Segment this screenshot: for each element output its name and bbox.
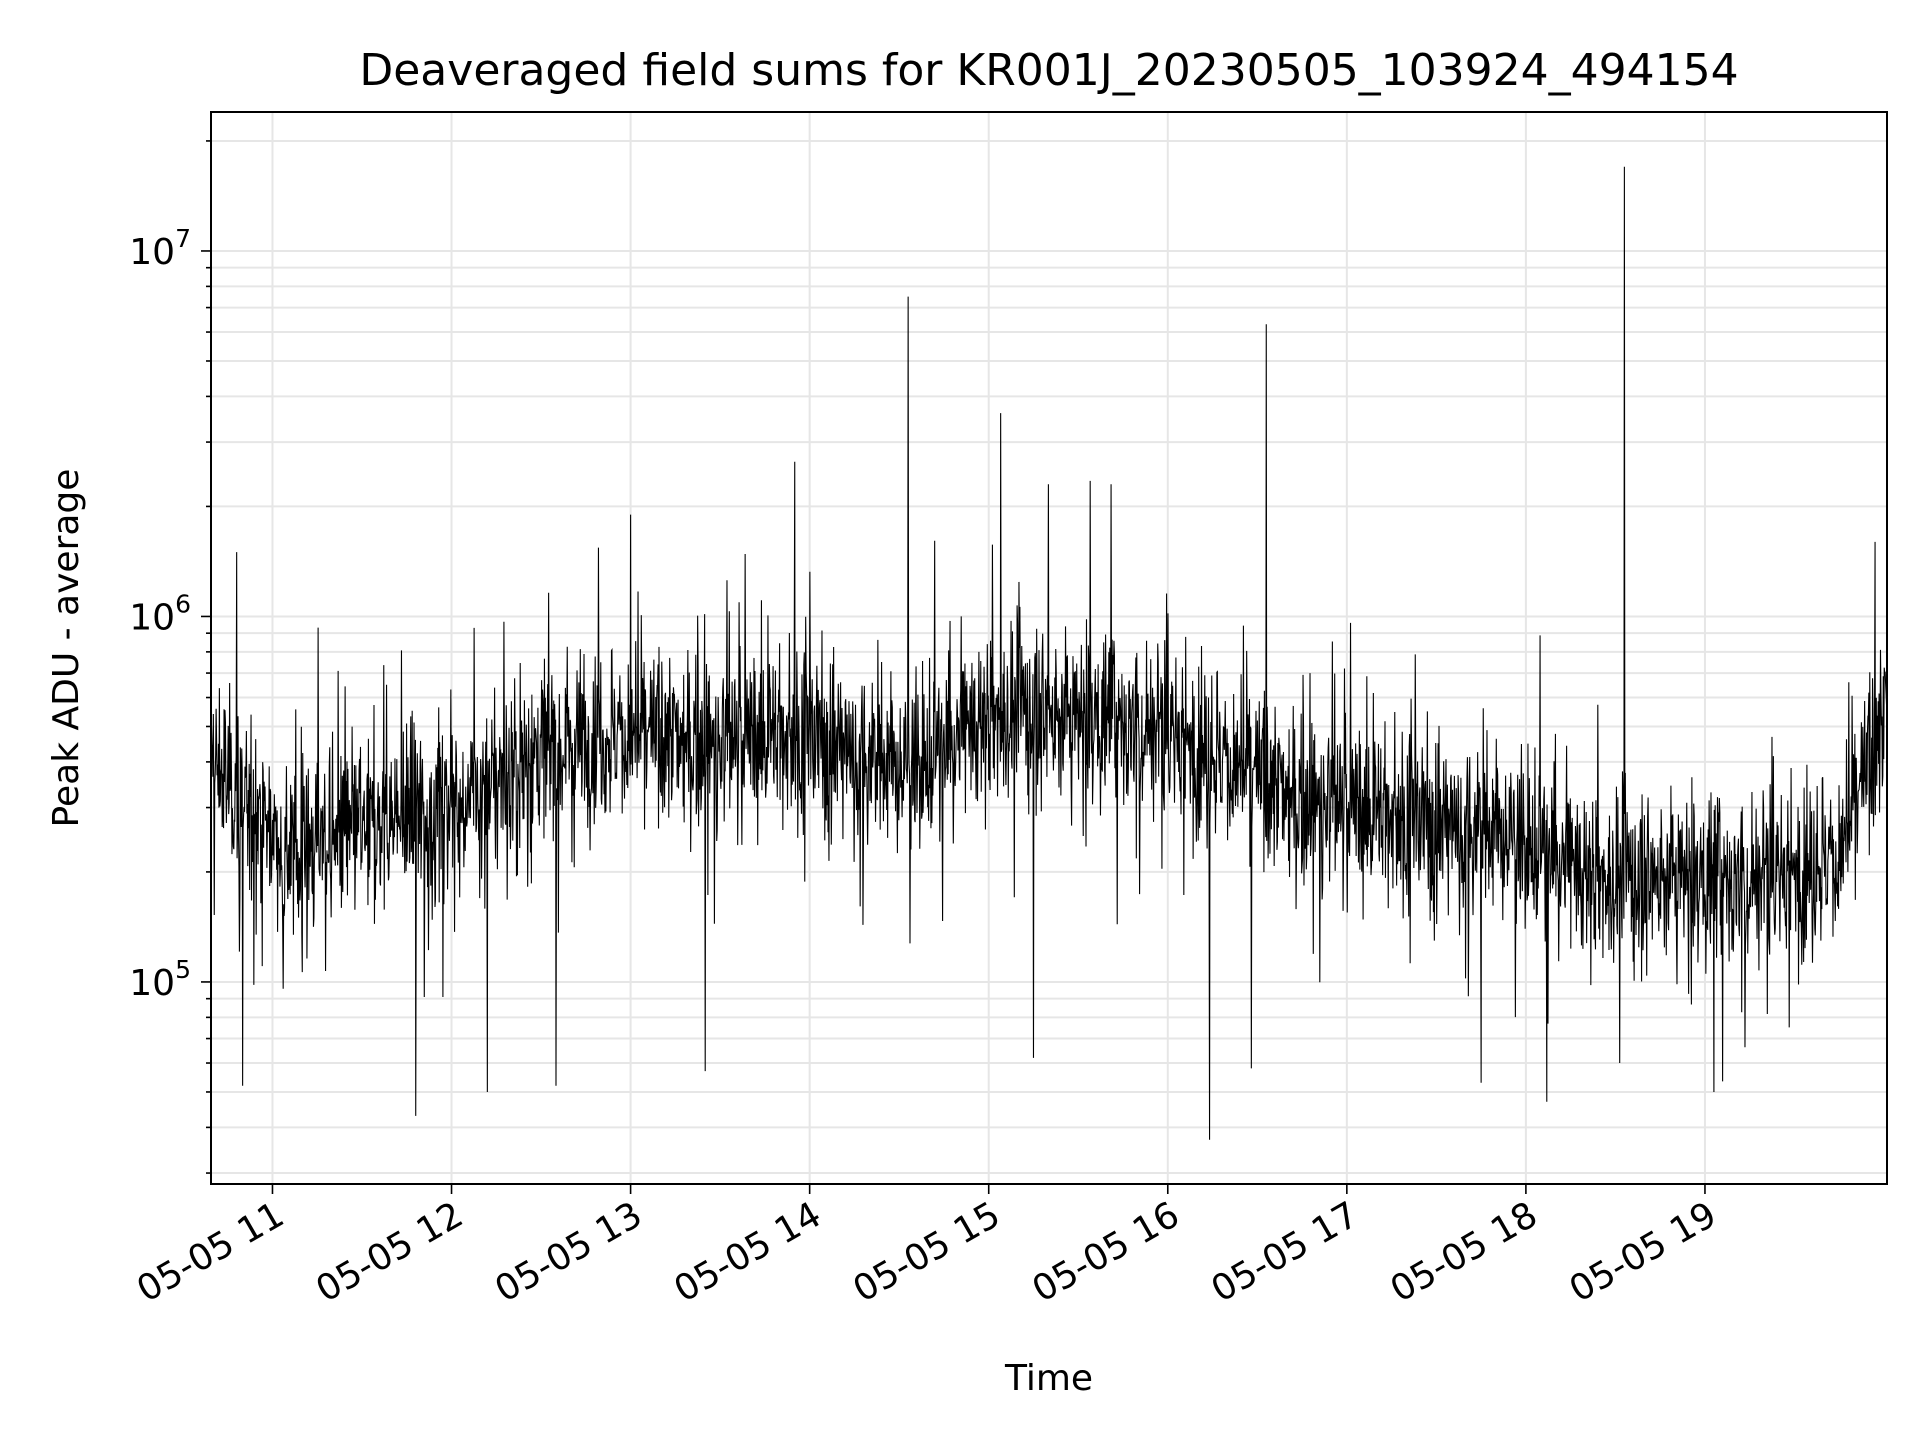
x-tick-label: 05-05 16 bbox=[1026, 1194, 1187, 1310]
x-tick-label: 05-05 18 bbox=[1384, 1194, 1545, 1310]
x-axis-label: Time bbox=[1004, 1358, 1093, 1399]
y-tick-label: 106 bbox=[129, 589, 191, 638]
y-axis-label: Peak ADU - average bbox=[46, 469, 87, 828]
x-ticks-layer: 05-05 11 05-05 12 05-05 13 05-05 14 05-05 15… bbox=[130, 1184, 1723, 1311]
x-tick-label: 05-05 11 bbox=[130, 1194, 291, 1310]
y-tick-label: 105 bbox=[129, 955, 191, 1004]
x-tick-label: 05-05 13 bbox=[488, 1194, 649, 1310]
x-tick-label: 05-05 14 bbox=[667, 1194, 828, 1310]
x-tick-label: 05-05 17 bbox=[1205, 1194, 1366, 1310]
plot-frame bbox=[210, 111, 1888, 1185]
y-tick-label: 107 bbox=[129, 224, 191, 273]
y-ticks-layer: 105 106 107 bbox=[129, 140, 211, 1174]
series-layer bbox=[210, 166, 1888, 1140]
x-tick-label: 05-05 15 bbox=[847, 1194, 1008, 1310]
x-tick-label: 05-05 12 bbox=[309, 1194, 470, 1310]
x-tick-label: 05-05 19 bbox=[1563, 1194, 1724, 1310]
series-line bbox=[210, 166, 1888, 1140]
chart-title: Deaveraged field sums for KR001J_2023050… bbox=[359, 45, 1738, 96]
